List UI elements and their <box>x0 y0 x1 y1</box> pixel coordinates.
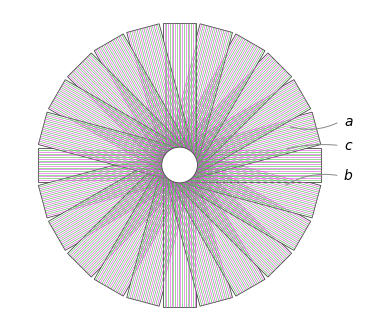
Polygon shape <box>166 24 232 158</box>
Polygon shape <box>68 162 183 277</box>
Polygon shape <box>127 24 193 158</box>
Polygon shape <box>187 152 321 218</box>
Polygon shape <box>163 23 196 153</box>
Polygon shape <box>176 53 292 168</box>
Polygon shape <box>171 34 265 163</box>
Text: b: b <box>344 169 353 183</box>
Polygon shape <box>94 167 188 296</box>
Polygon shape <box>38 152 172 218</box>
Polygon shape <box>38 148 168 182</box>
Polygon shape <box>94 34 188 163</box>
Polygon shape <box>182 156 311 250</box>
Polygon shape <box>38 112 172 178</box>
Polygon shape <box>182 80 311 174</box>
Circle shape <box>162 147 198 183</box>
Polygon shape <box>166 172 232 306</box>
Polygon shape <box>187 112 321 178</box>
Polygon shape <box>127 172 193 306</box>
Polygon shape <box>176 162 292 277</box>
Polygon shape <box>48 156 178 250</box>
Text: c: c <box>344 139 352 152</box>
Polygon shape <box>171 167 265 296</box>
Polygon shape <box>68 53 183 168</box>
Polygon shape <box>192 148 321 182</box>
Polygon shape <box>163 177 196 307</box>
Polygon shape <box>48 80 178 174</box>
Text: a: a <box>344 115 353 129</box>
